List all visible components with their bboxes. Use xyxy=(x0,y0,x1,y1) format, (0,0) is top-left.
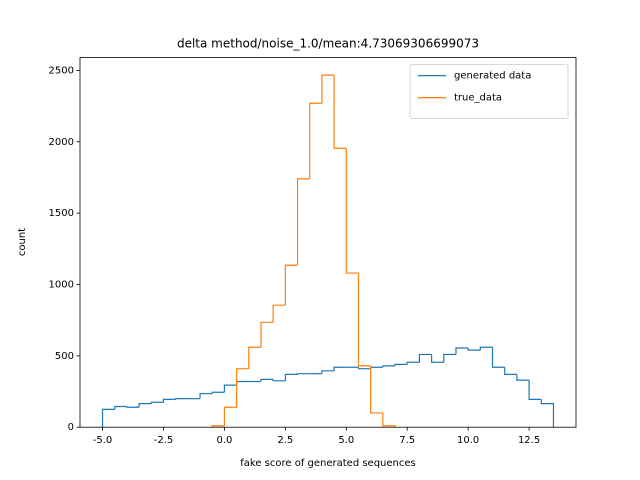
legend-box xyxy=(409,64,569,119)
legend-label: true_data xyxy=(454,93,502,104)
hist-step xyxy=(370,366,383,369)
hist-step xyxy=(491,347,505,368)
hist-step xyxy=(162,398,176,403)
hist-step xyxy=(443,353,456,363)
y-tick-label: 500 xyxy=(55,351,74,362)
legend-label: generated data xyxy=(454,71,531,82)
hist-step xyxy=(516,374,530,381)
x-tick-label: 0.0 xyxy=(216,435,232,446)
hist-step xyxy=(406,361,420,365)
hist-step xyxy=(150,401,164,404)
hist-step xyxy=(382,365,396,368)
hist-step xyxy=(430,354,444,363)
hist-step xyxy=(333,366,347,371)
hist-step xyxy=(199,393,213,399)
x-tick-label: 10.0 xyxy=(457,435,479,446)
hist-step xyxy=(345,148,359,274)
hist-step xyxy=(540,399,555,428)
hist-step xyxy=(236,380,249,386)
hist-step xyxy=(126,406,140,408)
hist-step xyxy=(467,348,481,351)
chart-title: delta method/noise_1.0/mean:4.7306930669… xyxy=(177,37,479,51)
hist-step xyxy=(175,398,188,400)
x-tick-label: 5.0 xyxy=(338,435,354,446)
hist-step xyxy=(272,304,286,323)
hist-step xyxy=(504,367,517,375)
hist-step xyxy=(260,378,274,382)
hist-step xyxy=(479,346,493,351)
hist-step xyxy=(248,346,261,369)
hist-step xyxy=(333,75,347,149)
hist-step xyxy=(370,365,383,414)
y-tick-label: 2000 xyxy=(49,137,74,148)
hist-step xyxy=(272,379,286,382)
x-tick-label: 2.5 xyxy=(277,435,293,446)
hist-step xyxy=(382,412,396,428)
y-axis-label: count xyxy=(17,228,28,256)
hist-step xyxy=(260,321,274,348)
x-axis-label: fake score of generated sequences xyxy=(240,458,416,469)
x-tick-label: -5.0 xyxy=(93,435,113,446)
hist-step xyxy=(321,74,335,104)
hist-step xyxy=(138,403,152,408)
hist-step xyxy=(455,347,469,355)
hist-step xyxy=(528,380,542,400)
hist-step xyxy=(309,102,322,179)
hist-step xyxy=(223,384,237,393)
y-tick-label: 1500 xyxy=(49,208,74,219)
hist-step xyxy=(296,373,310,375)
hist-step xyxy=(357,367,371,370)
hist-step xyxy=(296,178,310,266)
hist-step xyxy=(114,405,127,410)
axes-frame xyxy=(79,57,577,428)
hist-step xyxy=(223,406,237,426)
y-tick-label: 1000 xyxy=(49,279,74,290)
x-tick-label: 7.5 xyxy=(399,435,415,446)
hist-step xyxy=(284,373,298,381)
hist-step xyxy=(321,370,335,374)
y-tick-label: 0 xyxy=(68,422,74,433)
hist-step xyxy=(418,353,432,363)
legend: generated data true_data xyxy=(409,64,569,119)
hist-step xyxy=(101,408,115,428)
hist-step xyxy=(211,391,225,394)
hist-step xyxy=(284,264,298,306)
x-tick-label: -2.5 xyxy=(154,435,174,446)
x-tick-label: 12.5 xyxy=(518,435,540,446)
y-tick-label: 2500 xyxy=(49,65,74,76)
hist-step xyxy=(236,368,249,408)
hist-step xyxy=(394,363,408,366)
hist-step xyxy=(357,273,371,367)
hist-step xyxy=(211,425,225,428)
